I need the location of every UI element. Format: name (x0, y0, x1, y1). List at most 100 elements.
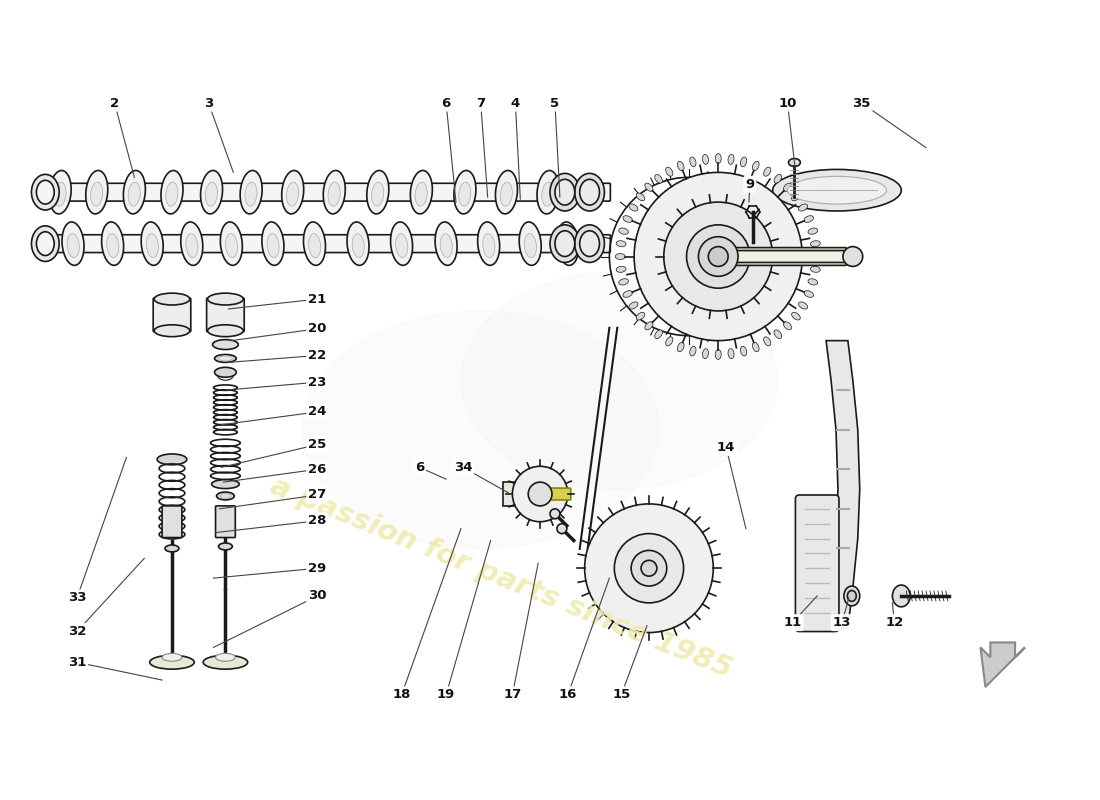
Text: 2: 2 (110, 97, 119, 110)
FancyBboxPatch shape (34, 234, 610, 253)
Ellipse shape (436, 222, 458, 266)
Ellipse shape (703, 349, 708, 358)
Ellipse shape (740, 346, 747, 356)
Text: 7: 7 (476, 97, 485, 110)
Ellipse shape (396, 234, 408, 258)
Circle shape (686, 225, 750, 288)
Circle shape (631, 550, 667, 586)
Polygon shape (980, 642, 1025, 687)
Ellipse shape (166, 182, 178, 206)
Text: 26: 26 (308, 462, 327, 476)
Ellipse shape (752, 162, 759, 170)
Text: 22: 22 (308, 349, 327, 362)
Circle shape (614, 534, 683, 603)
Ellipse shape (123, 170, 145, 214)
Text: a passion for parts since 1985: a passion for parts since 1985 (265, 472, 736, 684)
Text: 18: 18 (393, 688, 410, 702)
Circle shape (641, 560, 657, 576)
Ellipse shape (165, 545, 179, 552)
Text: 4: 4 (510, 97, 520, 110)
Ellipse shape (799, 302, 807, 309)
Ellipse shape (666, 167, 673, 176)
Ellipse shape (789, 158, 801, 166)
Ellipse shape (211, 480, 240, 489)
Ellipse shape (808, 228, 817, 234)
Circle shape (843, 246, 862, 266)
Ellipse shape (323, 170, 345, 214)
Ellipse shape (690, 346, 696, 356)
Text: 32: 32 (68, 625, 86, 638)
Text: 11: 11 (783, 616, 802, 629)
Text: 30: 30 (308, 590, 327, 602)
Ellipse shape (574, 225, 604, 262)
Text: 27: 27 (308, 489, 327, 502)
Ellipse shape (500, 182, 513, 206)
Ellipse shape (562, 234, 574, 258)
Ellipse shape (615, 254, 625, 259)
Text: 6: 6 (441, 97, 451, 110)
Ellipse shape (792, 312, 801, 320)
Circle shape (584, 504, 713, 633)
Text: 28: 28 (308, 514, 327, 527)
Ellipse shape (550, 174, 580, 211)
Ellipse shape (146, 234, 158, 258)
Text: 19: 19 (437, 688, 455, 702)
Ellipse shape (645, 183, 653, 191)
Circle shape (663, 202, 772, 311)
Text: 29: 29 (308, 562, 327, 574)
Text: 35: 35 (852, 97, 871, 110)
Text: 21: 21 (308, 293, 327, 306)
Ellipse shape (208, 325, 243, 337)
Ellipse shape (629, 204, 638, 211)
Text: 15: 15 (612, 688, 630, 702)
Ellipse shape (141, 222, 163, 266)
Ellipse shape (226, 234, 238, 258)
FancyBboxPatch shape (34, 183, 610, 201)
Ellipse shape (616, 241, 626, 246)
Ellipse shape (216, 654, 235, 662)
FancyBboxPatch shape (162, 506, 182, 538)
Ellipse shape (219, 543, 232, 550)
Circle shape (550, 509, 560, 518)
Ellipse shape (636, 193, 645, 201)
Ellipse shape (454, 170, 476, 214)
Ellipse shape (157, 454, 187, 465)
Ellipse shape (629, 302, 638, 309)
FancyBboxPatch shape (734, 248, 847, 266)
Ellipse shape (804, 290, 814, 298)
Ellipse shape (550, 225, 580, 262)
FancyBboxPatch shape (795, 495, 839, 631)
Ellipse shape (352, 234, 364, 258)
Ellipse shape (477, 222, 499, 266)
Ellipse shape (752, 342, 759, 352)
Ellipse shape (690, 157, 696, 166)
Circle shape (513, 466, 568, 522)
Ellipse shape (519, 222, 541, 266)
Ellipse shape (282, 170, 304, 214)
Ellipse shape (799, 204, 807, 211)
Ellipse shape (415, 182, 427, 206)
Ellipse shape (206, 182, 218, 206)
Ellipse shape (154, 325, 190, 337)
Circle shape (528, 482, 552, 506)
Ellipse shape (619, 228, 628, 234)
Ellipse shape (309, 234, 321, 258)
FancyBboxPatch shape (734, 250, 847, 262)
Ellipse shape (90, 182, 102, 206)
Ellipse shape (728, 154, 734, 164)
Ellipse shape (212, 340, 239, 350)
FancyBboxPatch shape (153, 298, 190, 332)
Ellipse shape (390, 222, 412, 266)
Ellipse shape (788, 176, 887, 204)
Ellipse shape (54, 182, 66, 206)
Ellipse shape (774, 174, 782, 183)
Ellipse shape (728, 349, 734, 358)
Text: 10: 10 (779, 97, 796, 110)
Ellipse shape (554, 230, 574, 257)
Ellipse shape (162, 654, 182, 662)
Ellipse shape (763, 337, 771, 346)
Text: 14: 14 (717, 441, 735, 454)
Circle shape (698, 237, 738, 276)
Ellipse shape (204, 655, 248, 669)
Ellipse shape (623, 290, 632, 298)
